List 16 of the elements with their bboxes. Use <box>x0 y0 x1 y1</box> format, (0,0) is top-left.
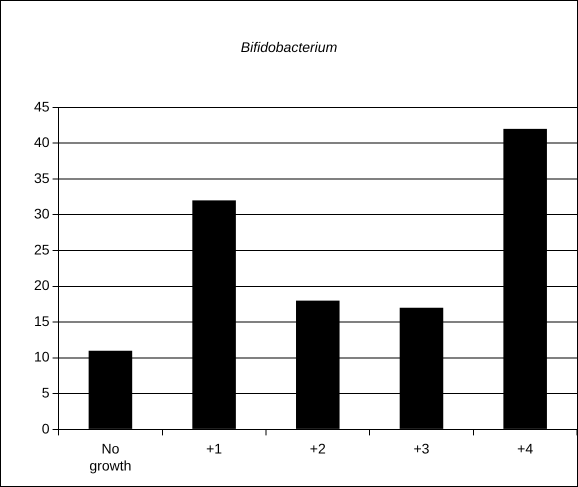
x-tick-label: No growth <box>89 440 132 474</box>
y-tick-label: 15 <box>34 312 50 329</box>
y-tick-label: 5 <box>42 384 50 400</box>
x-tick-label: +2 <box>310 440 326 457</box>
x-tick-label: +1 <box>206 440 222 457</box>
y-tick-label: 10 <box>34 348 50 365</box>
y-tick-label: 30 <box>34 206 50 222</box>
y-tick-label: 40 <box>34 134 50 150</box>
x-tick-label: +3 <box>413 440 430 457</box>
y-tick-label: 20 <box>34 277 50 294</box>
x-tick-label: +4 <box>517 440 534 457</box>
y-tick-label: 35 <box>34 170 50 186</box>
y-tick-label: 0 <box>42 420 50 436</box>
y-tick-label: 45 <box>34 98 50 114</box>
y-tick-label: 25 <box>34 241 50 258</box>
chart-title: Bifidobacterium <box>240 39 338 55</box>
